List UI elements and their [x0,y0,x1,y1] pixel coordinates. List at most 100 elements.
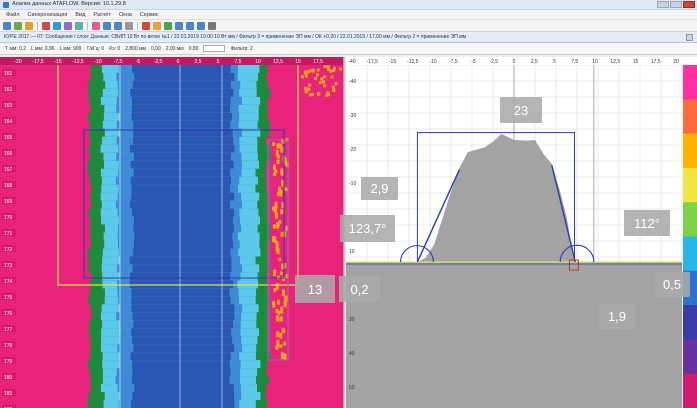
param-item: 2,00 мм [165,45,184,52]
col-label: 12,5 [273,59,283,65]
orange-hit [274,169,278,174]
window-controls [657,1,695,8]
y-tick-label: 40 [349,351,355,357]
orange-hit [284,296,288,303]
orange-hit [276,222,280,227]
document-tab[interactable]: КУРЕ 2017 — 07: Сообщения / слои: Данные… [4,34,467,40]
row-label-bg [2,309,16,316]
layers-icon[interactable] [164,21,172,30]
right-angle-label: 112° [624,210,670,236]
orange-hit [317,92,321,96]
y-tick-label: -10 [349,181,356,187]
row-label-bg [2,69,16,76]
orange-hit [281,179,285,186]
height-label: 23 [500,97,542,123]
document-tabs: КУРЕ 2017 — 07: Сообщения / слои: Данные… [0,32,697,43]
maximize-button[interactable] [670,1,682,8]
row-label: 170 [4,215,13,221]
param-item: Т/кГц: 0 [86,45,105,52]
col-label: 17,5 [313,59,323,65]
minimize-button[interactable] [657,1,669,8]
chart-icon[interactable] [153,21,161,30]
window-icon[interactable] [175,21,183,30]
col-label: 0 [177,59,180,65]
scan-band-segment [132,336,233,345]
orange-hit [278,143,282,149]
x-tick-label: -15 [389,59,396,65]
open-icon[interactable] [3,21,11,30]
menu-item-windows[interactable]: Окна [119,11,132,18]
record-icon[interactable] [142,21,150,30]
cascade-icon[interactable] [197,21,205,30]
param-item: 2,800 мм [125,45,146,52]
row-label: 174 [4,279,13,285]
orange-hit [277,192,281,197]
orange-hit [279,332,283,339]
arrow-left-icon[interactable] [103,21,111,30]
width-label: 13 [295,275,335,303]
menu-item-sync[interactable]: Синхронизация [27,11,68,18]
row-label: 168 [4,183,13,189]
menu-item-file[interactable]: Файл [6,11,20,18]
scan-heatmap[interactable]: 161 162 163 164 165 166 167 168 169 170 171 172 173 1… [0,57,343,408]
orange-hit [283,353,287,360]
palette-icon[interactable] [92,21,100,30]
measure-icon[interactable] [64,21,72,30]
scan-band-segment [133,224,235,234]
tab-close-button[interactable] [686,34,693,41]
orange-hit [275,345,279,350]
profile-x-ticks: -40 -17,5 -15 -12,5 -10 -7,5 -5 -2,5 0 2,5 5 7,5 10 1… [346,57,682,65]
orange-hit [285,225,289,231]
scan-band-segment [132,80,231,90]
x-tick-label: 5 [553,59,556,65]
orange-hit [281,328,285,334]
left-angle-arc [400,245,434,263]
menu-item-view[interactable]: Вид [75,11,86,18]
param-item: Кэ: 0 [109,45,121,52]
orange-hit [280,306,284,314]
scan-view-panel[interactable]: 161 162 163 164 165 166 167 168 169 170 171 172 173 1… [0,57,343,408]
orange-hit [275,308,279,313]
menu-item-service[interactable]: Сервис [139,11,159,18]
settings-icon[interactable] [125,21,133,30]
colorbar-segment [683,202,697,237]
x-tick-label: 20 [673,59,679,65]
profile-chart[interactable]: -40 -17,5 -15 -12,5 -10 -7,5 -5 -2,5 0 2,5 5 7,5 10 1… [346,57,697,408]
col-label: -5 [136,59,141,65]
window-titlebar: Анализ данных ATAFLOW. Версия: 10.1.29.8 [0,0,697,10]
scan-band-segment [133,168,231,178]
scan-band-segment [132,136,234,146]
parameters-bar: Т мм: 0,2 L мм: 0,96 L мм: 999 Т/кГц: 0 … [0,43,697,55]
help-icon[interactable] [208,21,216,30]
filter-input[interactable] [203,45,226,52]
orange-hit [275,241,279,245]
orange-hit [272,301,276,308]
scan-row-labels: 161 162 163 164 165 166 167 168 169 170 171 172 173 1… [2,69,16,408]
close-button[interactable] [683,1,695,8]
orange-hit [314,77,318,81]
profile-area [346,133,682,408]
menu-item-calc[interactable]: Расчёт [93,11,112,18]
scan-band-segment [134,232,233,242]
col-label: -10 [94,59,101,65]
tile-icon[interactable] [186,21,194,30]
grid-icon[interactable] [75,21,83,30]
arrow-right-icon[interactable] [114,21,122,30]
zoom-icon[interactable] [53,21,61,30]
orange-hit [280,209,284,215]
toolbar-separator [87,21,88,30]
orange-hit [334,82,338,86]
orange-hit [274,209,278,213]
col-label: -12,5 [72,59,84,65]
orange-hit [327,92,331,96]
orange-hit [281,289,285,297]
y-tick-label: -40 [349,79,356,85]
stop-icon[interactable] [42,21,50,30]
save-icon[interactable] [14,21,22,30]
row-label-bg [2,165,16,172]
orange-hit [331,85,335,89]
orange-hit [284,160,288,166]
folder-icon[interactable] [25,21,33,30]
colorbar-segment [683,167,697,203]
x-tick-label: 15 [633,59,639,65]
